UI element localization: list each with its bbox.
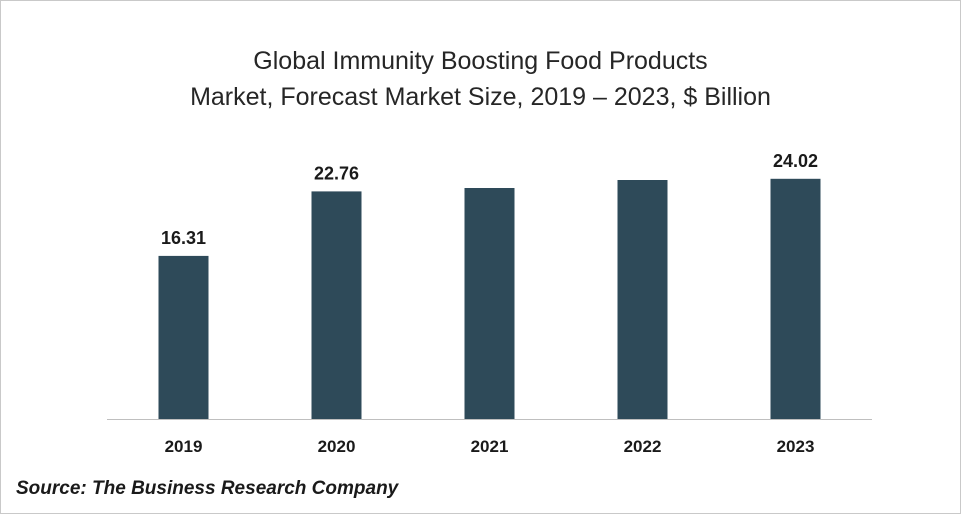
data-label-2020: 22.76 <box>314 163 359 183</box>
data-label-2023: 24.02 <box>773 151 818 171</box>
chart-title-line-2: Market, Forecast Market Size, 2019 – 202… <box>190 83 771 111</box>
bar-2022 <box>617 180 668 419</box>
bar-2021 <box>464 188 515 419</box>
x-tick-label-2020: 2020 <box>318 437 356 456</box>
bar-2020 <box>311 191 362 419</box>
x-tick-label-2022: 2022 <box>624 437 662 456</box>
chart-title-line-1: Global Immunity Boosting Food Products <box>253 47 708 75</box>
bar-2023 <box>770 178 821 419</box>
bar-2019 <box>158 255 209 419</box>
source-note: Source: The Business Research Company <box>16 478 399 499</box>
x-tick-label-2021: 2021 <box>471 437 509 456</box>
x-tick-label-2023: 2023 <box>777 437 815 456</box>
x-tick-label-2019: 2019 <box>165 437 203 456</box>
data-label-2019: 16.31 <box>161 228 206 248</box>
